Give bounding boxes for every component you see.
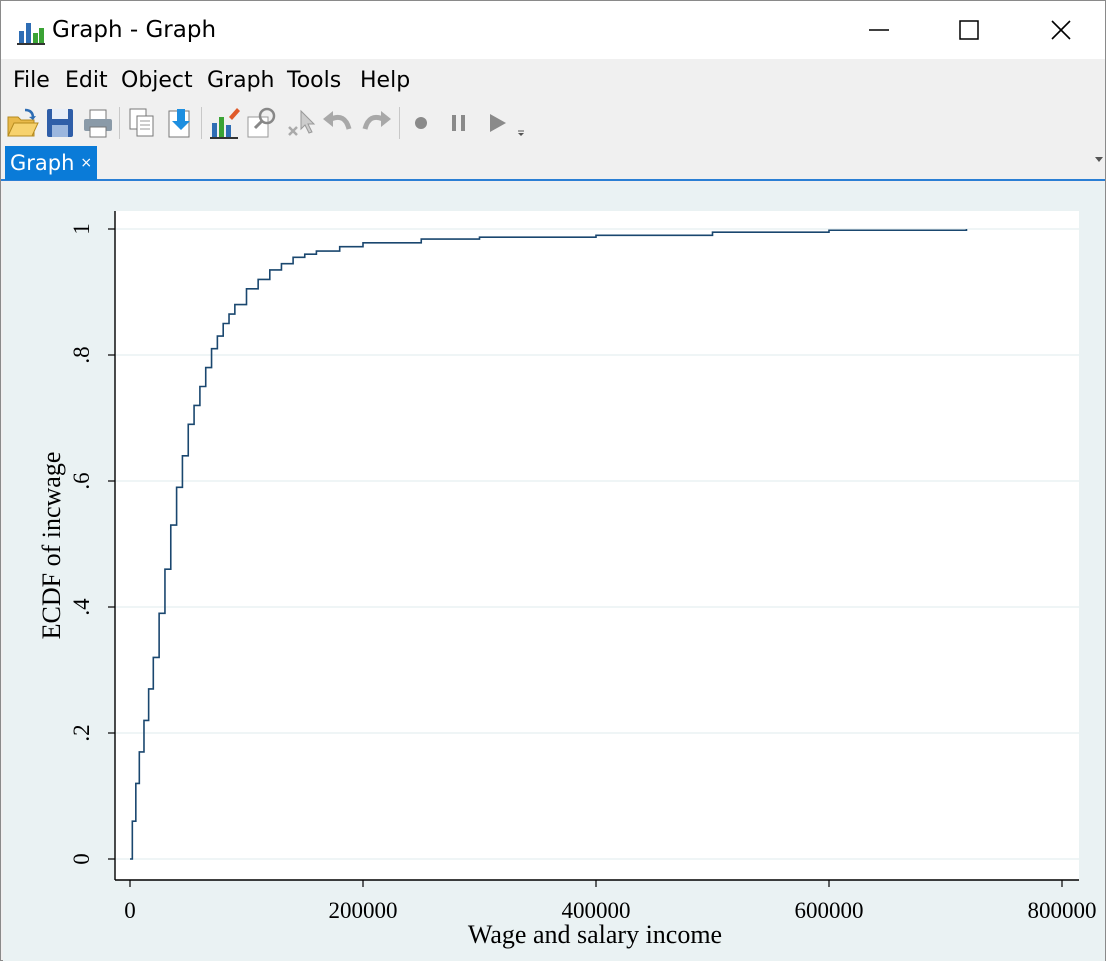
- toolbar-separator: [399, 107, 400, 139]
- y-tick-label: .8: [69, 346, 94, 363]
- tab-label: Graph: [10, 151, 75, 175]
- minimize-button[interactable]: [833, 1, 925, 59]
- title-bar[interactable]: Graph - Graph: [1, 1, 1105, 59]
- y-tick-label: 1: [69, 223, 94, 235]
- y-axis-title: ECDF of incwage: [37, 452, 66, 640]
- menu-file[interactable]: File: [13, 68, 50, 93]
- copy-to-icon[interactable]: [163, 105, 197, 141]
- bar-chart-icon: [17, 23, 45, 45]
- toolbar-overflow-icon[interactable]: [517, 129, 525, 137]
- y-tick-label: .6: [69, 472, 94, 489]
- x-tick-label: 0: [124, 898, 136, 923]
- y-tick-label: .2: [69, 724, 94, 741]
- pointer-icon[interactable]: [283, 105, 317, 141]
- x-axis-title: Wage and salary income: [468, 920, 722, 949]
- x-tick-label: 800000: [1028, 898, 1097, 923]
- x-tick-label: 400000: [562, 898, 631, 923]
- open-icon[interactable]: [5, 105, 39, 141]
- y-tick-label: .4: [69, 598, 94, 616]
- maximize-icon: [959, 20, 979, 40]
- maximize-button[interactable]: [923, 1, 1015, 59]
- toolbar: [1, 101, 1105, 145]
- tab-close-icon[interactable]: ×: [80, 155, 93, 171]
- menu-tools[interactable]: Tools: [287, 68, 342, 93]
- menu-bar: File Edit Object Graph Tools Help: [1, 59, 1105, 101]
- pause-icon[interactable]: [442, 105, 476, 141]
- toolbar-separator: [201, 107, 202, 139]
- window-title: Graph - Graph: [52, 17, 217, 43]
- copy-icon[interactable]: [125, 105, 159, 141]
- close-icon: [1051, 20, 1071, 40]
- y-tick-label: 0: [69, 853, 94, 865]
- menu-graph[interactable]: Graph: [207, 68, 275, 93]
- x-tick-label: 200000: [329, 898, 398, 923]
- play-icon[interactable]: [480, 105, 514, 141]
- minimize-icon: [869, 29, 889, 31]
- undo-icon[interactable]: [321, 105, 355, 141]
- ecdf-chart: 0 .2 .4 .6 .8 1 0 200000 400000 600000 800000 Wag…: [37, 211, 1097, 949]
- redo-icon[interactable]: [359, 105, 393, 141]
- menu-object[interactable]: Object: [121, 68, 193, 93]
- tab-dropdown-icon[interactable]: [1095, 157, 1103, 162]
- tab-graph[interactable]: Graph ×: [5, 146, 97, 180]
- menu-help[interactable]: Help: [360, 68, 411, 93]
- graph-region[interactable]: 0 .2 .4 .6 .8 1 0 200000 400000 600000 800000 Wag…: [3, 183, 1105, 961]
- record-icon[interactable]: [404, 105, 438, 141]
- x-tick-label: 600000: [795, 898, 864, 923]
- tab-strip: Graph ×: [1, 145, 1105, 181]
- toolbar-separator: [119, 107, 120, 139]
- close-button[interactable]: [1015, 1, 1106, 59]
- plot-region: [115, 211, 1079, 880]
- print-icon[interactable]: [81, 105, 115, 141]
- zoom-icon[interactable]: [245, 105, 279, 141]
- save-icon[interactable]: [43, 105, 77, 141]
- ecdf-series-line: [130, 229, 968, 860]
- menu-edit[interactable]: Edit: [65, 68, 108, 93]
- graph-editor-icon[interactable]: [207, 105, 241, 141]
